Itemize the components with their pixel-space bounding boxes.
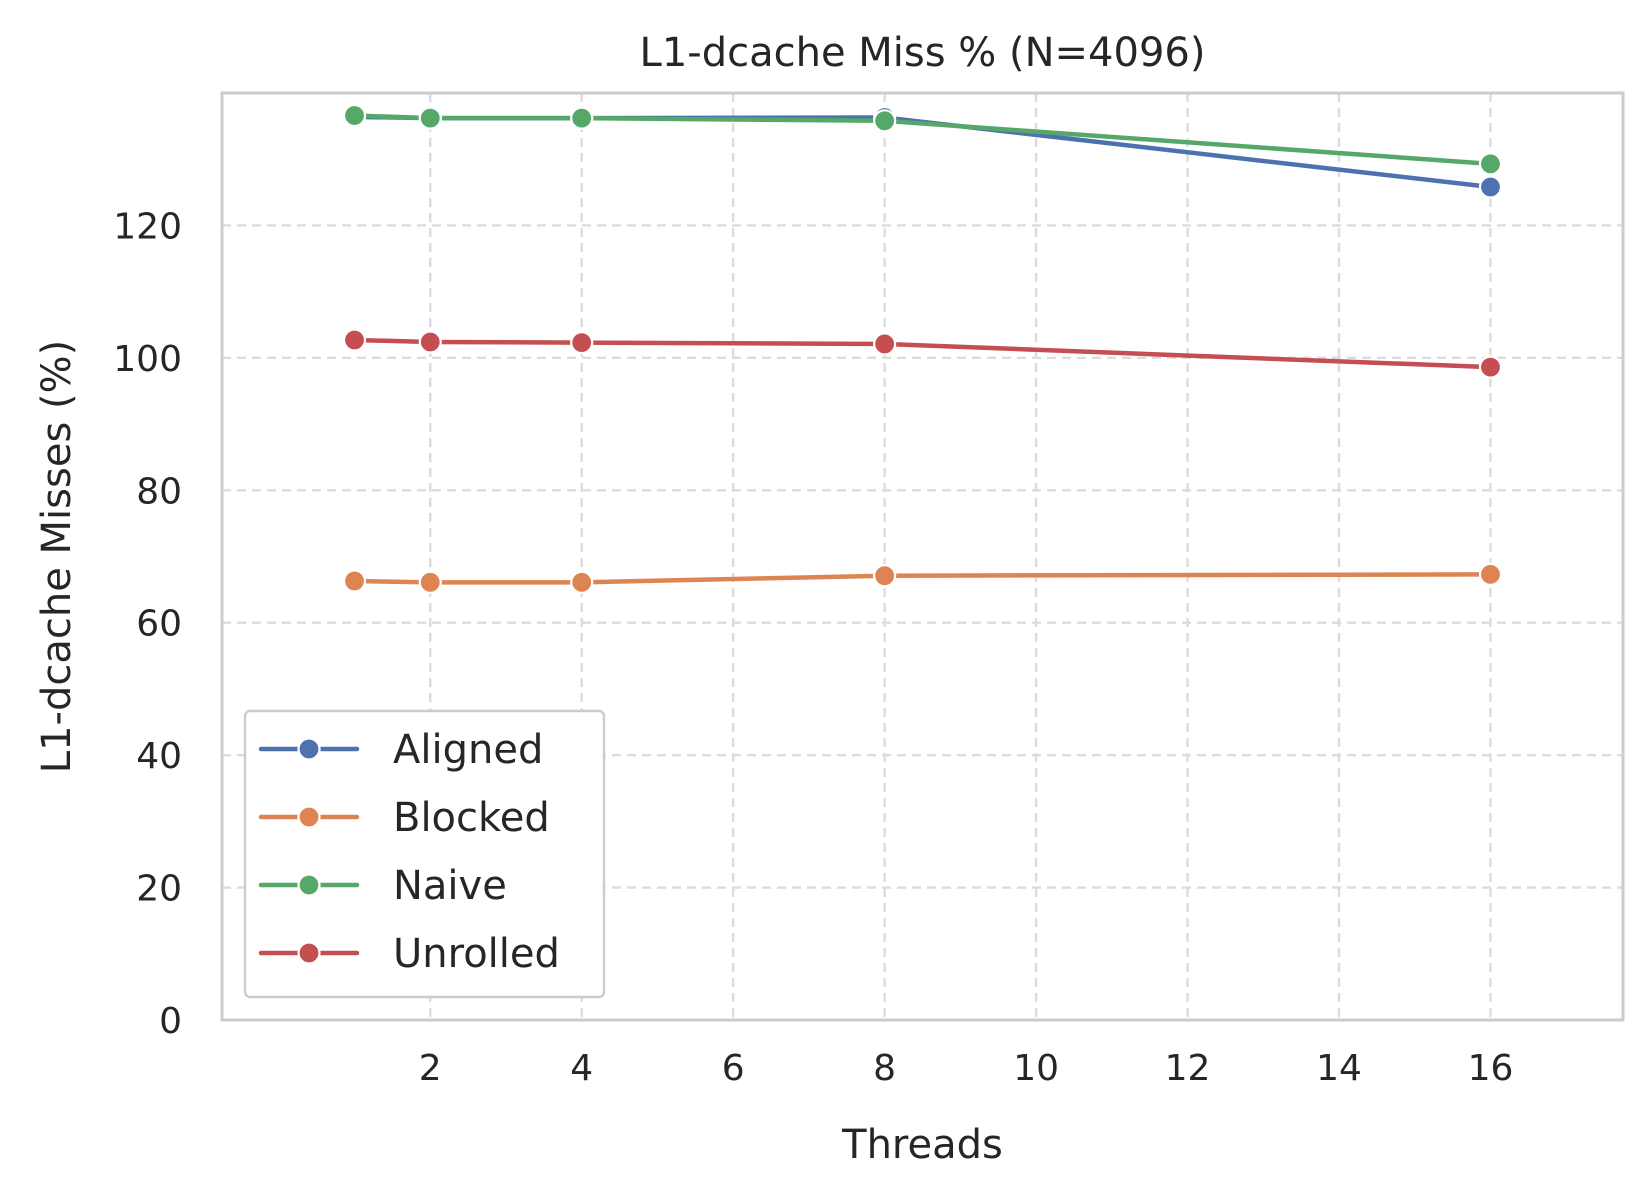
data-point-unrolled: [418, 330, 442, 354]
data-point-blocked: [342, 569, 367, 593]
y-tick-label: 100: [113, 339, 182, 380]
x-tick-label: 14: [1316, 1048, 1362, 1089]
legend-label-naive: Naive: [393, 863, 507, 909]
data-point-unrolled: [570, 331, 594, 355]
series-lines: [352, 113, 1493, 585]
chart-title: L1-dcache Miss % (N=4096): [640, 30, 1206, 76]
series-line-blocked: [352, 572, 1493, 585]
y-tick-label: 80: [136, 471, 182, 512]
series-line-naive: [352, 113, 1493, 167]
x-tick-label: 10: [1013, 1048, 1059, 1089]
data-point-naive: [1478, 152, 1503, 176]
series-markers: [342, 103, 1503, 594]
y-tick-label: 0: [159, 1001, 182, 1042]
data-point-unrolled: [1478, 355, 1503, 379]
data-point-unrolled: [342, 328, 367, 352]
series-line-unrolled: [352, 337, 1493, 370]
data-point-naive: [873, 109, 897, 133]
legend-label-aligned: Aligned: [393, 727, 543, 773]
y-tick-label: 60: [136, 604, 182, 645]
x-tick-label: 2: [419, 1048, 442, 1089]
x-tick-label: 6: [722, 1048, 745, 1089]
x-tick-label: 4: [570, 1048, 593, 1089]
x-tick-label: 16: [1468, 1048, 1514, 1089]
data-point-naive: [418, 106, 442, 130]
data-point-blocked: [418, 570, 442, 594]
y-tick-label: 40: [136, 736, 182, 777]
data-point-blocked: [873, 564, 897, 588]
data-point-blocked: [570, 570, 594, 594]
plot-frame: [220, 91, 1625, 1022]
y-tick-label: 120: [113, 206, 182, 247]
data-point-naive: [570, 106, 594, 130]
data-point-unrolled: [873, 332, 897, 356]
tick-labels: 2 4 6 8 10 12 14 16 0 20 40 60 80 100 120: [113, 206, 1513, 1089]
legend-marker-aligned: [297, 737, 321, 761]
x-axis-label: Threads: [841, 1122, 1003, 1168]
data-point-blocked: [1478, 562, 1503, 586]
y-axis-label: L1-dcache Misses (%): [34, 340, 80, 773]
legend-marker-naive: [297, 873, 321, 897]
legend-marker-unrolled: [297, 941, 321, 965]
legend-marker-blocked: [297, 805, 321, 829]
legend-box: [243, 709, 606, 999]
y-tick-label: 20: [136, 869, 182, 910]
x-tick-label: 8: [873, 1048, 896, 1089]
legend-label-unrolled: Unrolled: [393, 931, 560, 977]
legend: Aligned Blocked Naive Unrolled: [243, 709, 606, 999]
legend-label-blocked: Blocked: [393, 795, 550, 841]
data-point-aligned: [1478, 175, 1503, 199]
x-tick-label: 12: [1165, 1048, 1211, 1089]
data-point-naive: [342, 103, 367, 128]
